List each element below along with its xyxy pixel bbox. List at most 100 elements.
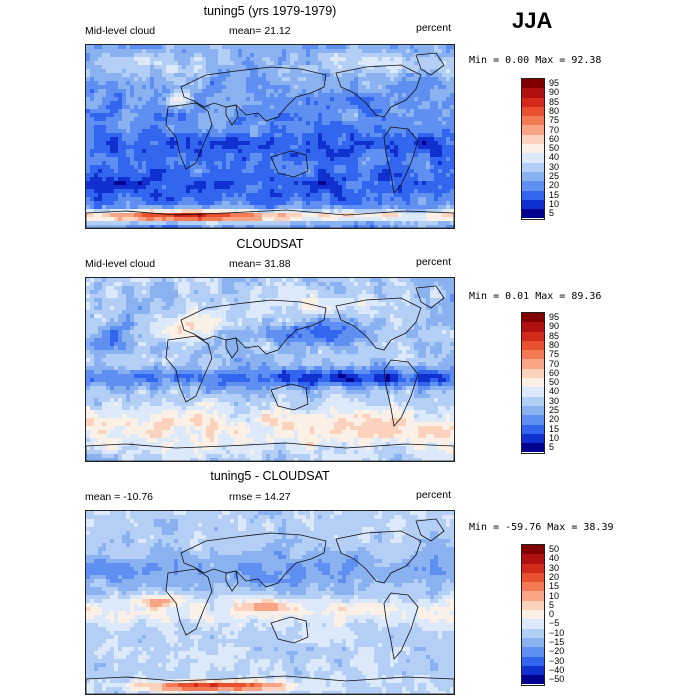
colorbar-segment: [522, 162, 544, 172]
colorbar: [521, 78, 545, 220]
coastline: [86, 442, 454, 461]
colorbar-segment: [522, 359, 544, 369]
coastline: [383, 359, 419, 427]
colorbar-segment: [522, 396, 544, 406]
coastline: [86, 209, 454, 228]
colorbar-tick-label: −30: [549, 655, 565, 666]
colorbar-segment: [522, 350, 544, 360]
colorbar-tick-label: 75: [549, 115, 560, 126]
colorbar-tick-label: 80: [549, 105, 560, 116]
colorbar-tick-label: 40: [549, 386, 560, 397]
colorbar-segment: [522, 368, 544, 379]
coastline: [180, 299, 327, 355]
panel-units: percent: [416, 489, 452, 501]
colorbar-tick-label: 20: [549, 414, 560, 425]
colorbar-tick-label: 25: [549, 171, 560, 181]
colorbar-tick-label: −5: [549, 618, 560, 629]
colorbar-segment: [522, 322, 544, 332]
colorbar-tick-label: 95: [549, 78, 560, 88]
colorbar-segment: [522, 134, 544, 145]
colorbar-segment: [522, 331, 544, 341]
colorbar-tick-label: −50: [549, 674, 565, 685]
colorbar-segment: [522, 563, 544, 573]
colorbar-segment: [522, 181, 544, 191]
colorbar-tick-label: 15: [549, 581, 560, 592]
coastline: [165, 568, 213, 636]
colorbar-segment: [522, 190, 544, 200]
panel-rmse: rmse = 14.27: [229, 491, 291, 503]
colorbar-segment: [522, 656, 544, 666]
colorbar-segment: [522, 415, 544, 425]
colorbar-tick-label: 20: [549, 180, 560, 191]
coastline: [180, 66, 327, 122]
colorbar-tick-label: 50: [549, 143, 560, 154]
colorbar-tick-label: 80: [549, 339, 560, 350]
coastline: [335, 297, 422, 351]
colorbar-tick-label: 10: [549, 590, 560, 601]
colorbar-tick-label: 40: [549, 553, 560, 564]
colorbar-tick-label: 15: [549, 189, 560, 200]
colorbar-tick-label: 10: [549, 432, 560, 443]
colorbar-tick-label: 75: [549, 349, 560, 360]
colorbar-segment: [522, 88, 544, 98]
map-difference: [85, 510, 455, 695]
colorbar-segment: [522, 675, 544, 685]
colorbar-segment: [522, 313, 544, 323]
coastline: [415, 285, 445, 309]
colorbar-segment: [522, 600, 544, 611]
colorbar-tick-label: 25: [549, 405, 560, 415]
panel-units: percent: [416, 256, 452, 268]
colorbar-segment: [522, 153, 544, 163]
colorbar-tick-label: 5: [549, 599, 555, 610]
coastline: [415, 52, 445, 76]
colorbar-segment: [522, 610, 544, 620]
min-max-readout: Min = 0.01 Max = 89.36: [469, 291, 602, 302]
season-label: JJA: [512, 8, 553, 33]
colorbar-segment: [522, 116, 544, 126]
colorbar-tick-label: 0: [549, 609, 555, 620]
coastline: [180, 532, 327, 588]
colorbar-segment: [522, 209, 544, 219]
colorbar-segment: [522, 106, 544, 117]
colorbar-segment: [522, 582, 544, 592]
colorbar-tick-label: 30: [549, 562, 560, 573]
colorbar-segment: [522, 637, 544, 648]
colorbar-segment: [522, 97, 544, 107]
colorbar-tick-label: 60: [549, 133, 560, 144]
colorbar-segment: [522, 665, 544, 676]
colorbar-tick-label: 30: [549, 161, 560, 172]
map-model: [85, 44, 455, 229]
coastline: [415, 518, 445, 542]
colorbar-tick-label: 40: [549, 152, 560, 163]
colorbar-tick-label: 95: [549, 312, 560, 322]
colorbar-segment: [522, 619, 544, 629]
coastline: [270, 383, 309, 411]
colorbar-tick-label: 90: [549, 87, 560, 98]
coastline: [86, 675, 454, 694]
coastline: [225, 104, 239, 126]
coastline: [165, 335, 213, 403]
colorbar-tick-label: 5: [549, 442, 555, 453]
coastline: [165, 102, 213, 170]
colorbar-segment: [522, 554, 544, 564]
coastline: [225, 337, 239, 359]
colorbar-segment: [522, 545, 544, 555]
coastline: [383, 592, 419, 660]
colorbar-tick-label: 60: [549, 367, 560, 378]
coastline: [335, 530, 422, 584]
colorbar-tick-label: −20: [549, 646, 565, 657]
panel-mean: mean= 21.12: [229, 25, 291, 37]
colorbar-segment: [522, 628, 544, 638]
panel-mean: mean= 31.88: [229, 258, 291, 270]
colorbar-segment: [522, 125, 544, 135]
colorbar-segment: [522, 387, 544, 397]
colorbar-tick-label: 15: [549, 423, 560, 434]
colorbar-segment: [522, 433, 544, 444]
colorbar-tick-label: 10: [549, 198, 560, 209]
colorbar-segment: [522, 424, 544, 434]
colorbar-segment: [522, 378, 544, 388]
panel-variable: Mid-level cloud: [85, 25, 156, 37]
panel-title: tuning5 (yrs 1979-1979): [203, 4, 337, 18]
colorbar-segment: [522, 647, 544, 657]
panel-mean: mean = -10.76: [85, 491, 154, 503]
